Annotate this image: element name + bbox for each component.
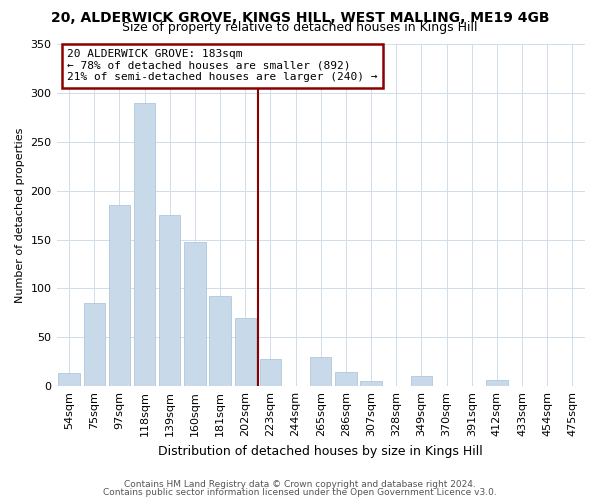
Bar [361,382,382,386]
Bar [209,296,231,386]
Bar [109,206,130,386]
Text: Size of property relative to detached houses in Kings Hill: Size of property relative to detached ho… [122,21,478,34]
Bar [235,318,256,386]
Bar [83,303,105,386]
Bar [184,242,206,386]
Bar [335,372,356,386]
Bar [159,215,181,386]
X-axis label: Distribution of detached houses by size in Kings Hill: Distribution of detached houses by size … [158,444,483,458]
Bar [260,359,281,386]
Bar [134,102,155,386]
Bar [486,380,508,386]
Bar [310,357,331,386]
Text: Contains HM Land Registry data © Crown copyright and database right 2024.: Contains HM Land Registry data © Crown c… [124,480,476,489]
Y-axis label: Number of detached properties: Number of detached properties [15,128,25,303]
Text: 20, ALDERWICK GROVE, KINGS HILL, WEST MALLING, ME19 4GB: 20, ALDERWICK GROVE, KINGS HILL, WEST MA… [51,11,549,25]
Bar [58,374,80,386]
Text: 20 ALDERWICK GROVE: 183sqm
← 78% of detached houses are smaller (892)
21% of sem: 20 ALDERWICK GROVE: 183sqm ← 78% of deta… [67,49,377,82]
Bar [411,376,432,386]
Text: Contains public sector information licensed under the Open Government Licence v3: Contains public sector information licen… [103,488,497,497]
